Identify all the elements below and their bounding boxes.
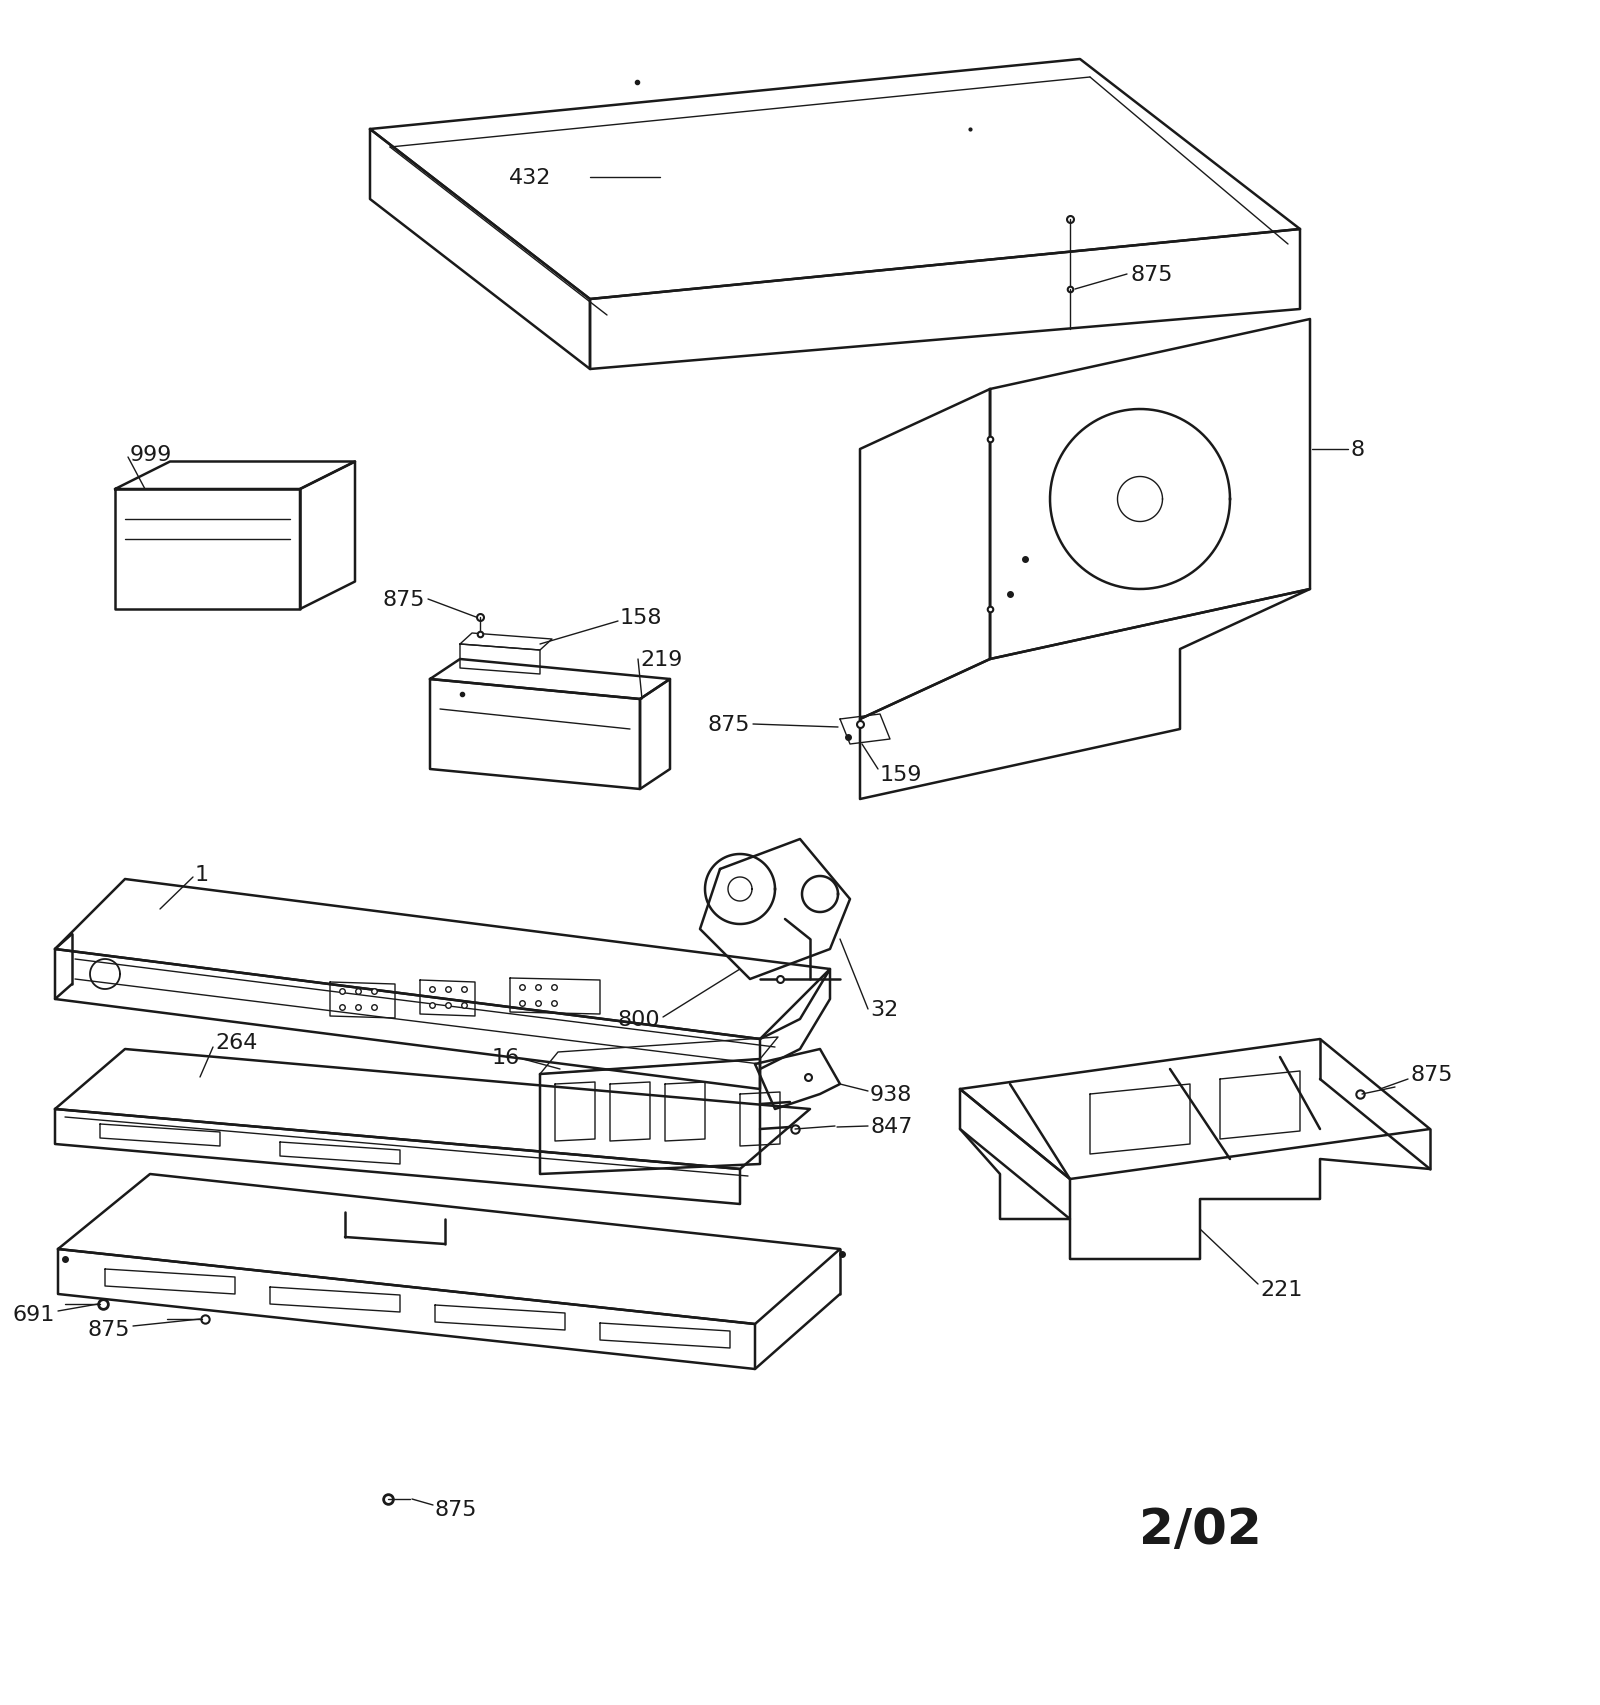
Text: 875: 875 xyxy=(1130,264,1173,285)
Text: 219: 219 xyxy=(640,650,682,670)
Text: 999: 999 xyxy=(130,445,173,465)
Text: 159: 159 xyxy=(880,764,923,784)
Text: 1: 1 xyxy=(195,864,210,885)
Text: 875: 875 xyxy=(435,1499,477,1519)
Text: 875: 875 xyxy=(88,1320,130,1338)
Text: 16: 16 xyxy=(491,1047,520,1067)
Text: 221: 221 xyxy=(1261,1279,1302,1299)
Text: 800: 800 xyxy=(618,1009,661,1030)
Text: 2/02: 2/02 xyxy=(1139,1506,1261,1553)
Text: 158: 158 xyxy=(621,607,662,627)
Text: 264: 264 xyxy=(214,1033,258,1052)
Text: 32: 32 xyxy=(870,999,898,1020)
Text: 938: 938 xyxy=(870,1084,912,1105)
Text: 875: 875 xyxy=(382,590,426,610)
Text: 691: 691 xyxy=(13,1304,54,1325)
Text: 875: 875 xyxy=(1410,1064,1453,1084)
Text: 432: 432 xyxy=(509,167,550,188)
Text: 875: 875 xyxy=(707,714,750,735)
Text: 8: 8 xyxy=(1350,440,1365,460)
Text: 847: 847 xyxy=(870,1117,912,1136)
